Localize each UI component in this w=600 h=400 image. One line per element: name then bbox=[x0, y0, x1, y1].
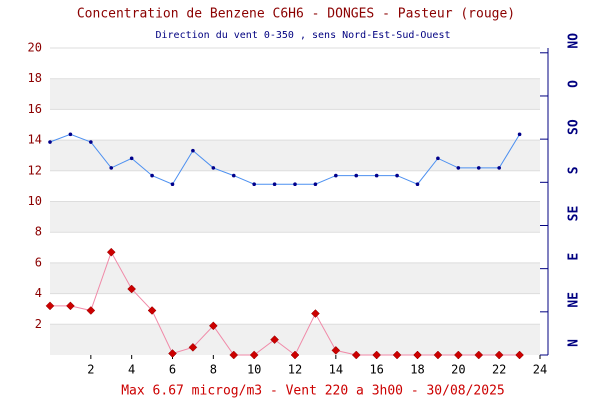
x-tick-label: 12 bbox=[288, 363, 302, 377]
point bbox=[476, 166, 481, 170]
y-tick-label: 4 bbox=[35, 286, 42, 300]
grid-band bbox=[50, 324, 540, 355]
y2-tick-label: E bbox=[567, 253, 582, 261]
point bbox=[147, 306, 157, 315]
point bbox=[395, 173, 399, 178]
point bbox=[150, 173, 154, 178]
point bbox=[436, 156, 440, 161]
chart-title: Concentration de Benzene C6H6 - DONGES -… bbox=[77, 7, 515, 22]
point bbox=[249, 350, 259, 360]
y-tick-label: 10 bbox=[28, 194, 42, 208]
y-tick-label: 6 bbox=[35, 255, 42, 269]
x-tick-label: 22 bbox=[492, 363, 506, 377]
point bbox=[272, 182, 277, 187]
chart-subtitle: Direction du vent 0-350 , sens Nord-Est-… bbox=[155, 30, 450, 41]
grid-band bbox=[50, 262, 540, 294]
y-tick-label: 20 bbox=[28, 41, 42, 55]
y2-tick-label: NE bbox=[567, 292, 582, 308]
point bbox=[66, 301, 75, 311]
point bbox=[106, 247, 116, 257]
point bbox=[290, 350, 300, 360]
point bbox=[270, 335, 279, 345]
point bbox=[229, 350, 239, 360]
point bbox=[453, 350, 463, 360]
y-tick-label: 16 bbox=[28, 102, 42, 116]
point bbox=[413, 350, 422, 360]
point bbox=[456, 166, 461, 170]
x-tick-label: 4 bbox=[128, 363, 135, 377]
point bbox=[129, 156, 134, 161]
point bbox=[433, 350, 443, 360]
point bbox=[45, 301, 55, 311]
point bbox=[188, 342, 198, 352]
point bbox=[211, 166, 216, 170]
point bbox=[374, 173, 379, 178]
point bbox=[517, 132, 522, 137]
grid-band bbox=[50, 140, 540, 171]
point bbox=[127, 284, 137, 294]
grid-band bbox=[50, 78, 540, 110]
point bbox=[252, 182, 256, 187]
point bbox=[208, 321, 218, 331]
point bbox=[48, 140, 52, 144]
plot-layer bbox=[50, 47, 540, 355]
y2-tick-label: NO bbox=[567, 33, 582, 49]
y-tick-label: 8 bbox=[35, 225, 42, 239]
point bbox=[68, 132, 73, 137]
point bbox=[231, 173, 236, 178]
y2-tick-label: SO bbox=[567, 119, 582, 135]
x-tick-label: 2 bbox=[87, 363, 94, 377]
x-tick-label: 10 bbox=[247, 363, 261, 377]
point bbox=[494, 350, 504, 360]
point bbox=[311, 309, 320, 318]
point bbox=[89, 140, 93, 144]
y-tick-label: 18 bbox=[28, 71, 42, 85]
point bbox=[392, 350, 402, 360]
y-tick-label: 14 bbox=[28, 133, 42, 147]
point bbox=[497, 166, 501, 170]
series-line bbox=[49, 133, 521, 185]
point bbox=[168, 349, 177, 358]
x-tick-label: 8 bbox=[210, 363, 217, 377]
x-tick-label: 24 bbox=[533, 363, 547, 377]
x-tick-label: 6 bbox=[169, 363, 176, 377]
point bbox=[415, 182, 420, 187]
point bbox=[474, 350, 484, 360]
point bbox=[86, 306, 96, 315]
point bbox=[351, 350, 361, 360]
point bbox=[109, 166, 114, 170]
y-tick-label: 2 bbox=[35, 317, 42, 331]
point bbox=[191, 148, 195, 153]
x-tick-label: 16 bbox=[369, 363, 383, 377]
x-tick-label: 14 bbox=[329, 363, 343, 377]
y2-tick-label: N bbox=[567, 339, 582, 347]
point bbox=[331, 346, 341, 355]
chart-footer: Max 6.67 microg/m3 - Vent 220 a 3h00 - 3… bbox=[121, 384, 505, 399]
point bbox=[354, 173, 359, 178]
x-tick-label: 18 bbox=[410, 363, 424, 377]
x-tick-label: 20 bbox=[451, 363, 465, 377]
point bbox=[170, 182, 175, 187]
point bbox=[515, 350, 524, 360]
point bbox=[334, 173, 338, 178]
y2-tick-label: SE bbox=[567, 206, 582, 222]
point bbox=[372, 350, 382, 360]
y-tick-label: 12 bbox=[28, 163, 42, 177]
y2-tick-label: O bbox=[567, 80, 582, 88]
point bbox=[293, 182, 297, 187]
grid-band bbox=[50, 201, 540, 233]
y2-tick-label: S bbox=[567, 166, 582, 174]
point bbox=[313, 182, 318, 187]
